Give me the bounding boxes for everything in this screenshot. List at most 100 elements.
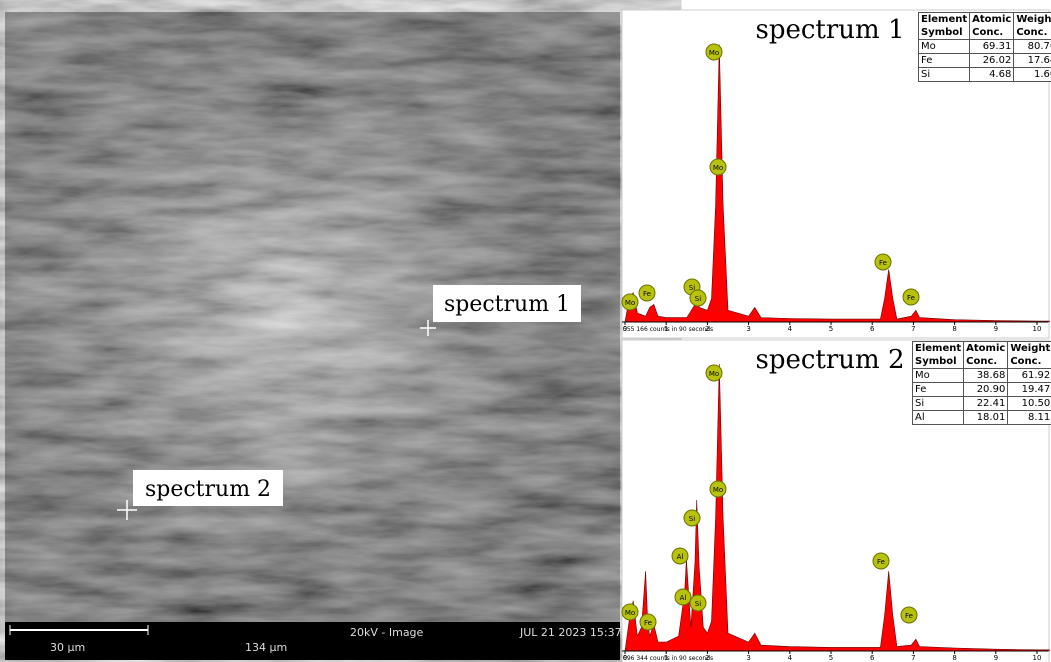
x-tick-label: 7 xyxy=(911,325,915,333)
table-cell: 10.50 xyxy=(1007,396,1051,411)
x-tick-label: 2 xyxy=(705,325,709,333)
peak-marker xyxy=(621,293,639,311)
table-cell: Mo xyxy=(911,368,965,383)
x-tick-label: 6 xyxy=(870,654,875,662)
x-tick-label: 6 xyxy=(870,325,875,333)
peak-label: Si xyxy=(689,284,695,292)
x-tick-label: 0 xyxy=(623,325,627,333)
table-row: Fe 20.90 19.47 xyxy=(911,382,1051,397)
peak-label: Si xyxy=(689,515,695,523)
table-cell: 19.47 xyxy=(1007,382,1051,397)
count-note: 696 344 counts in 90 seconds xyxy=(623,655,713,662)
peak-label: Fe xyxy=(905,612,913,620)
x-tick-label: 7 xyxy=(911,654,915,662)
table-cell: Al xyxy=(911,410,965,425)
x-tick-label: 5 xyxy=(829,654,833,662)
peak-marker xyxy=(674,588,692,606)
peak-marker xyxy=(900,606,918,624)
x-tick-label: 8 xyxy=(952,325,956,333)
peak-marker xyxy=(639,613,657,631)
peak-label: Si xyxy=(695,600,701,608)
spectrum-area xyxy=(624,44,1050,323)
table-row: Mo 38.68 61.92 xyxy=(911,368,1051,383)
table-cell: Si xyxy=(911,396,965,411)
peak-label: Fe xyxy=(644,619,652,627)
peak-label: Mo xyxy=(713,164,723,172)
table-cell: Element Symbol xyxy=(917,12,971,40)
peak-marker xyxy=(709,158,727,176)
table-cell: Atomic Conc. xyxy=(969,12,1015,40)
table-cell: 4.68 xyxy=(969,67,1015,82)
table-cell: Fe xyxy=(917,53,971,68)
table-cell: Element Symbol xyxy=(911,341,965,369)
peak-marker xyxy=(709,480,727,498)
peak-marker xyxy=(689,594,707,612)
table-cell: Fe xyxy=(911,382,965,397)
peak-marker xyxy=(705,364,723,382)
peak-label: Fe xyxy=(643,290,651,298)
spot-label: spectrum 2 xyxy=(145,477,271,502)
count-note: 555 166 counts in 90 seconds xyxy=(623,326,713,333)
peak-label: Mo xyxy=(713,486,723,494)
table-row: Al 18.01 8.11 xyxy=(911,410,1051,425)
peak-label: Mo xyxy=(625,609,635,617)
peak-marker xyxy=(874,253,892,271)
x-tick-label: 4 xyxy=(788,325,793,333)
peak-label: Mo xyxy=(709,49,719,57)
table-cell: 80.76 xyxy=(1013,39,1051,54)
table-cell: Si xyxy=(917,67,971,82)
table-cell: Atomic Conc. xyxy=(963,341,1009,369)
timestamp: JUL 21 2023 15:37 xyxy=(519,626,622,639)
table-cell: 22.41 xyxy=(963,396,1009,411)
x-tick-label: 0 xyxy=(623,654,627,662)
table-cell: 20.90 xyxy=(963,382,1009,397)
x-tick-label: 4 xyxy=(788,654,793,662)
table-cell: Weight Conc. xyxy=(1013,12,1051,40)
peak-label: Fe xyxy=(907,294,915,302)
table-cell: 69.31 xyxy=(969,39,1015,54)
peak-label: Al xyxy=(680,594,687,602)
table-cell: Mo xyxy=(917,39,971,54)
table-cell: 1.60 xyxy=(1013,67,1051,82)
spectrum-area xyxy=(624,363,1050,652)
peak-marker xyxy=(671,547,689,565)
spectrum-title: spectrum 2 xyxy=(755,345,904,375)
x-tick-label: 9 xyxy=(994,654,998,662)
peak-marker xyxy=(638,284,656,302)
field-width: 134 µm xyxy=(245,641,287,654)
table-cell: 18.01 xyxy=(963,410,1009,425)
table-cell: 8.11 xyxy=(1007,410,1051,425)
peak-label: Fe xyxy=(879,259,887,267)
spot-label: spectrum 1 xyxy=(444,292,570,317)
peak-label: Fe xyxy=(877,558,885,566)
peak-label: Mo xyxy=(625,299,635,307)
x-tick-label: 1 xyxy=(664,654,668,662)
x-tick-label: 1 xyxy=(664,325,668,333)
x-tick-label: 3 xyxy=(746,654,750,662)
x-tick-label: 10 xyxy=(1033,654,1042,662)
table-cell: 17.64 xyxy=(1013,53,1051,68)
scale-bar: 30 µm xyxy=(50,641,85,654)
peak-marker xyxy=(621,603,639,621)
table-cell: 38.68 xyxy=(963,368,1009,383)
x-tick-label: 2 xyxy=(705,654,709,662)
table-cell: Weight Conc. xyxy=(1007,341,1051,369)
peak-marker xyxy=(902,288,920,306)
x-tick-label: 9 xyxy=(994,325,998,333)
mode: 20kV - Image xyxy=(350,626,424,639)
peak-label: Mo xyxy=(709,370,719,378)
table-row: Si 22.41 10.50 xyxy=(911,396,1051,411)
x-tick-label: 5 xyxy=(829,325,833,333)
x-tick-label: 10 xyxy=(1033,325,1042,333)
spectrum-title: spectrum 1 xyxy=(755,15,904,45)
peak-marker xyxy=(689,289,707,307)
peak-label: Al xyxy=(677,553,684,561)
table-row: Si4.681.60 xyxy=(917,67,1051,82)
